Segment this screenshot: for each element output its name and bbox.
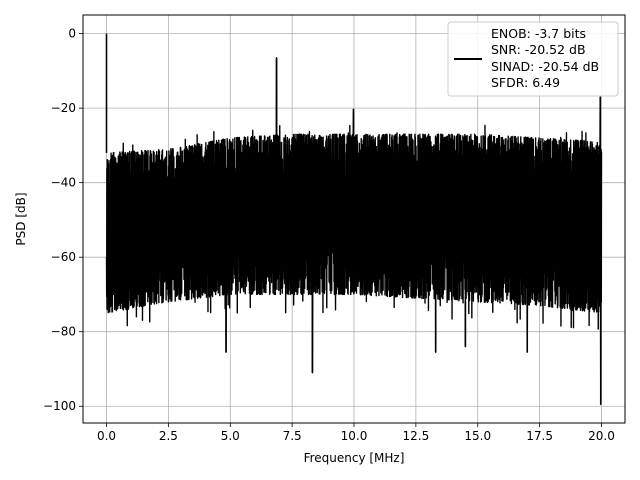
plot-area <box>105 33 603 406</box>
y-tick-label: −40 <box>51 176 76 190</box>
y-tick-label: −100 <box>43 399 76 413</box>
legend-box <box>447 21 619 97</box>
psd-series-line <box>105 57 603 406</box>
x-tick-label: 20.0 <box>588 429 615 443</box>
legend: ENOB: -3.7 bits SNR: -20.52 dB SINAD: -2… <box>447 21 619 97</box>
x-tick-label: 0.0 <box>97 429 116 443</box>
y-axis-label: PSD [dB] <box>14 192 28 245</box>
y-tick-label: −80 <box>51 325 76 339</box>
y-tick-label: −60 <box>51 250 76 264</box>
legend-snr: SNR: -20.52 dB <box>491 42 586 57</box>
x-tick-label: 17.5 <box>526 429 553 443</box>
x-tick-label: 5.0 <box>221 429 240 443</box>
x-tick-label: 12.5 <box>403 429 430 443</box>
x-tick-label: 2.5 <box>159 429 178 443</box>
y-axis: 0 −20 −40 −60 −80 −100 <box>43 27 83 413</box>
x-axis-label: Frequency [MHz] <box>304 451 405 465</box>
legend-sinad: SINAD: -20.54 dB <box>491 59 599 74</box>
y-tick-label: 0 <box>68 27 76 41</box>
x-tick-label: 10.0 <box>341 429 368 443</box>
x-tick-label: 15.0 <box>464 429 491 443</box>
legend-enob: ENOB: -3.7 bits <box>491 26 586 41</box>
legend-sfdr: SFDR: 6.49 <box>491 75 560 90</box>
y-tick-label: −20 <box>51 101 76 115</box>
x-tick-label: 7.5 <box>283 429 302 443</box>
x-axis: 0.0 2.5 5.0 7.5 10.0 12.5 15.0 17.5 20.0 <box>97 423 615 443</box>
